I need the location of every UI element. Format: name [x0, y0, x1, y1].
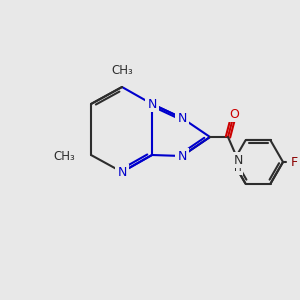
Text: N: N	[117, 166, 127, 178]
Text: N: N	[177, 112, 187, 124]
Text: F: F	[291, 155, 298, 169]
Text: N: N	[233, 154, 243, 166]
Text: O: O	[229, 107, 239, 121]
Text: N: N	[177, 149, 187, 163]
Text: CH₃: CH₃	[111, 64, 133, 77]
Text: CH₃: CH₃	[53, 151, 75, 164]
Text: N: N	[147, 98, 157, 110]
Text: H: H	[234, 163, 242, 173]
